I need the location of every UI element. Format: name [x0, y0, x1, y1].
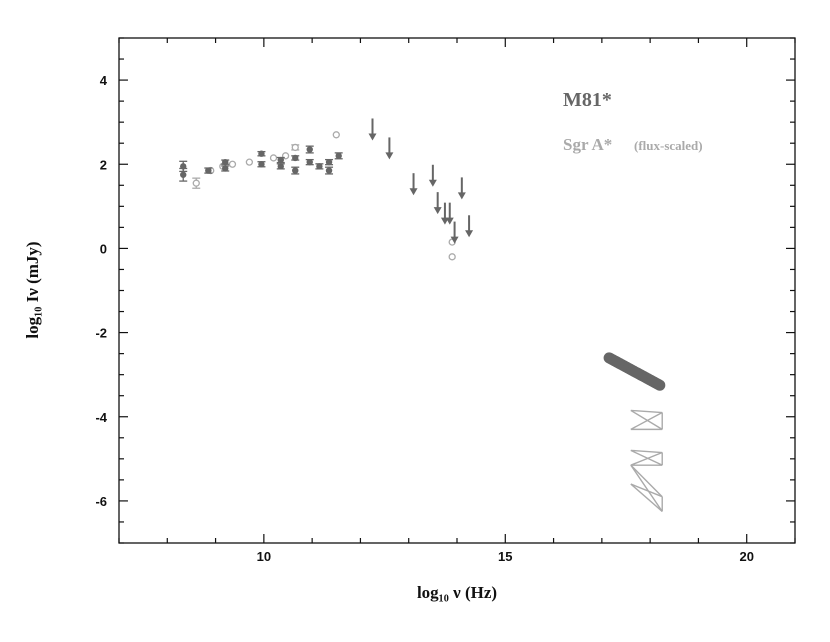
- m81-point: [222, 165, 229, 172]
- axis-ticks: [118, 37, 796, 544]
- sgra-point: [245, 158, 254, 166]
- sgra-point: [291, 143, 299, 152]
- m81-upper-limit-head: [465, 230, 474, 238]
- y-tick-label: -2: [95, 326, 107, 341]
- m81-upper-limit-head: [385, 152, 394, 160]
- legend-sgra-suffix: (flux-scaled): [634, 138, 703, 153]
- x-tick-label: 20: [739, 549, 753, 564]
- m81-point: [325, 167, 333, 174]
- m81-point: [277, 163, 284, 170]
- sgra-point: [269, 154, 278, 162]
- sgra-point: [228, 160, 237, 168]
- x-axis-title: log₁₀ ν (Hz): [417, 583, 497, 602]
- sgra-bowtie-line: [630, 483, 663, 498]
- m81-point: [180, 171, 187, 178]
- sgra-bowtie-line: [630, 449, 663, 454]
- sgra-bowtie-line: [630, 464, 663, 512]
- m81-point: [335, 152, 342, 160]
- m81-upper-limit-head: [450, 236, 459, 244]
- plot-frame: [118, 37, 796, 544]
- m81-upper-limit-head: [409, 188, 418, 196]
- m81-upper-limit-head: [428, 179, 437, 187]
- m81-point: [205, 167, 212, 174]
- m81-upper-limit-head: [445, 217, 454, 225]
- sgra-point: [448, 253, 456, 261]
- sgra-bowtie-line: [630, 409, 663, 414]
- m81-upper-limit-head: [457, 192, 466, 200]
- sgra-bowtie-line: [630, 464, 663, 498]
- sgra-bowtie-line: [630, 409, 663, 430]
- legend-m81: M81*: [563, 89, 612, 111]
- m81-point: [258, 161, 265, 168]
- x-tick-label: 15: [498, 549, 512, 564]
- sgra-bowtie-line: [630, 411, 663, 430]
- y-tick-label: -6: [95, 494, 107, 509]
- y-tick-label: -4: [95, 410, 107, 425]
- m81-point: [306, 146, 313, 153]
- m81-point: [222, 158, 229, 166]
- m81-xray-point: [654, 379, 666, 391]
- sgra-bowtie-line: [630, 483, 663, 512]
- sgra-point: [332, 131, 340, 139]
- m81-upper-limit-head: [433, 207, 442, 215]
- sgra-bowtie-line: [630, 449, 663, 466]
- y-tick-label: 2: [100, 157, 107, 172]
- m81-point: [277, 156, 284, 164]
- legend-sgra: Sgr A*: [563, 135, 612, 154]
- sgra-bowtie: [630, 464, 663, 512]
- sgra-point: [192, 179, 200, 187]
- sgra-bowtie-line: [630, 451, 663, 466]
- m81-point: [306, 158, 313, 166]
- x-tick-label: 10: [257, 549, 271, 564]
- data-marks: [179, 118, 666, 512]
- m81-point: [258, 150, 265, 157]
- y-tick-label: 4: [100, 73, 108, 88]
- y-axis-title: log₁₀ Iν (mJy): [23, 241, 42, 338]
- m81-point: [325, 158, 333, 166]
- tick-labels: 10 15 20 -6 -4 -2 0 2 4: [95, 73, 754, 564]
- sgra-bowtie: [630, 409, 663, 431]
- m81-point: [292, 154, 299, 162]
- y-tick-label: 0: [100, 241, 107, 256]
- sgra-bowtie: [630, 449, 663, 466]
- m81-point: [292, 167, 299, 174]
- m81-upper-limit-head: [368, 133, 377, 141]
- m81-point: [316, 163, 323, 170]
